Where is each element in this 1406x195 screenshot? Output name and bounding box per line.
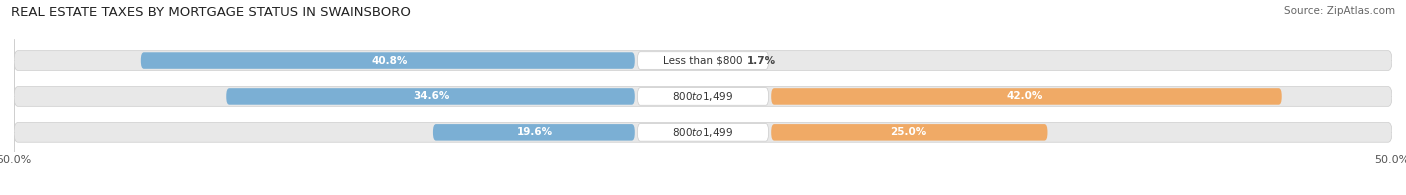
FancyBboxPatch shape xyxy=(772,124,1047,141)
Text: $800 to $1,499: $800 to $1,499 xyxy=(672,126,734,139)
FancyBboxPatch shape xyxy=(226,88,634,105)
Text: $800 to $1,499: $800 to $1,499 xyxy=(672,90,734,103)
Text: 19.6%: 19.6% xyxy=(517,127,554,137)
Text: 25.0%: 25.0% xyxy=(890,127,927,137)
Text: Less than $800: Less than $800 xyxy=(664,56,742,66)
Text: 34.6%: 34.6% xyxy=(413,91,450,101)
Text: 40.8%: 40.8% xyxy=(371,56,408,66)
FancyBboxPatch shape xyxy=(637,52,769,69)
FancyBboxPatch shape xyxy=(433,124,634,141)
Text: REAL ESTATE TAXES BY MORTGAGE STATUS IN SWAINSBORO: REAL ESTATE TAXES BY MORTGAGE STATUS IN … xyxy=(11,6,411,19)
Text: Source: ZipAtlas.com: Source: ZipAtlas.com xyxy=(1284,6,1395,16)
FancyBboxPatch shape xyxy=(637,124,769,141)
FancyBboxPatch shape xyxy=(772,88,1282,105)
FancyBboxPatch shape xyxy=(141,52,634,69)
Text: 42.0%: 42.0% xyxy=(1007,91,1043,101)
Text: 1.7%: 1.7% xyxy=(747,56,776,66)
FancyBboxPatch shape xyxy=(637,88,769,105)
FancyBboxPatch shape xyxy=(14,122,1392,142)
FancyBboxPatch shape xyxy=(14,87,1392,106)
FancyBboxPatch shape xyxy=(14,51,1392,70)
